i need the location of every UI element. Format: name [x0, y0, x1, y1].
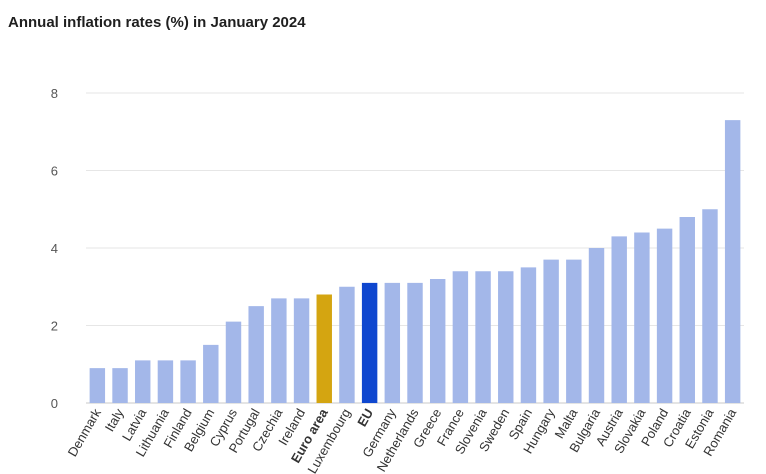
- bar-spain[interactable]: [520, 267, 537, 404]
- bar-bulgaria[interactable]: [588, 248, 605, 403]
- bar-sweden[interactable]: [498, 271, 514, 403]
- bar-slovenia[interactable]: [475, 271, 491, 403]
- bar-hungary[interactable]: [543, 259, 559, 404]
- y-tick-label: 0: [51, 396, 58, 411]
- y-tick-label: 2: [51, 319, 58, 334]
- bar-lithuania[interactable]: [157, 360, 174, 404]
- bar-poland[interactable]: [656, 228, 673, 404]
- bar-austria[interactable]: [611, 236, 627, 404]
- bar-denmark[interactable]: [89, 368, 106, 404]
- bar-eu[interactable]: [361, 282, 378, 404]
- x-tick-label: EU: [354, 406, 376, 429]
- bar-greece[interactable]: [429, 279, 446, 403]
- bar-luxembourg[interactable]: [339, 286, 355, 403]
- bar-czechia[interactable]: [271, 298, 287, 404]
- y-tick-label: 4: [51, 241, 58, 256]
- bar-cyprus[interactable]: [225, 321, 242, 404]
- bar-slovakia[interactable]: [634, 232, 650, 404]
- bar-portugal[interactable]: [248, 306, 264, 404]
- bar-euro-area[interactable]: [316, 294, 332, 404]
- bar-estonia[interactable]: [702, 209, 718, 403]
- bar-germany[interactable]: [384, 282, 401, 404]
- bars: [89, 120, 741, 404]
- bar-malta[interactable]: [566, 259, 582, 404]
- y-tick-label: 8: [51, 86, 58, 101]
- bar-romania[interactable]: [724, 120, 741, 404]
- y-axis-ticks: 0 2 4 6 8: [51, 86, 58, 411]
- chart-title: Annual inflation rates (%) in January 20…: [8, 14, 306, 31]
- bar-croatia[interactable]: [679, 217, 695, 403]
- x-tick-label: Denmark: [65, 406, 105, 460]
- bar-latvia[interactable]: [135, 360, 151, 404]
- bar-france[interactable]: [452, 271, 469, 403]
- bar-finland[interactable]: [180, 360, 196, 404]
- bar-netherlands[interactable]: [407, 282, 423, 404]
- bar-belgium[interactable]: [203, 344, 219, 404]
- bar-ireland[interactable]: [293, 298, 310, 404]
- y-tick-label: 6: [51, 164, 58, 179]
- bar-italy[interactable]: [112, 368, 128, 404]
- x-axis-ticks: DenmarkItalyLatviaLithuaniaFinlandBelgiu…: [65, 405, 740, 474]
